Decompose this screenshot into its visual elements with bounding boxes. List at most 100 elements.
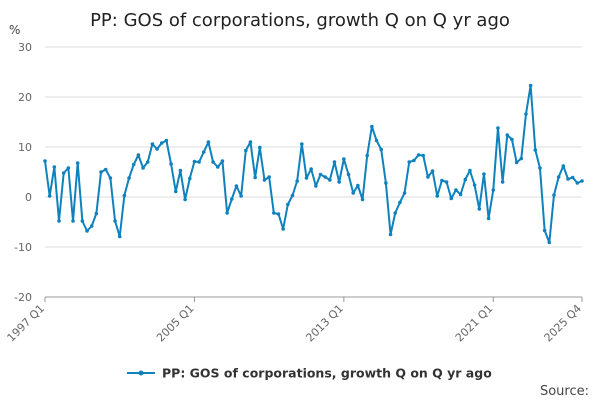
data-point[interactable] bbox=[43, 159, 47, 163]
data-point[interactable] bbox=[323, 175, 327, 179]
data-point[interactable] bbox=[187, 176, 192, 181]
data-point[interactable] bbox=[66, 166, 71, 170]
data-point[interactable] bbox=[416, 153, 421, 157]
data-point[interactable] bbox=[393, 211, 398, 215]
data-point[interactable] bbox=[519, 156, 524, 161]
data-point[interactable] bbox=[94, 211, 99, 216]
data-point[interactable] bbox=[243, 148, 248, 153]
data-point[interactable] bbox=[360, 197, 365, 202]
data-point[interactable] bbox=[220, 159, 225, 163]
data-point[interactable] bbox=[351, 191, 355, 195]
data-point[interactable] bbox=[113, 219, 117, 223]
data-point[interactable] bbox=[570, 175, 575, 180]
data-point[interactable] bbox=[421, 153, 426, 158]
data-point[interactable] bbox=[173, 189, 178, 194]
data-point[interactable] bbox=[430, 169, 435, 173]
data-point[interactable] bbox=[192, 159, 197, 164]
data-point[interactable] bbox=[52, 165, 57, 169]
data-point[interactable] bbox=[458, 192, 463, 197]
data-point[interactable] bbox=[155, 147, 159, 151]
data-point[interactable] bbox=[239, 194, 243, 198]
data-point[interactable] bbox=[463, 177, 468, 182]
data-point[interactable] bbox=[440, 178, 444, 183]
data-point[interactable] bbox=[500, 180, 505, 184]
data-point[interactable] bbox=[281, 227, 285, 231]
data-point[interactable] bbox=[533, 148, 538, 152]
data-point[interactable] bbox=[99, 170, 103, 174]
data-point[interactable] bbox=[253, 175, 257, 180]
data-point[interactable] bbox=[561, 164, 566, 168]
data-point[interactable] bbox=[117, 234, 122, 239]
data-point[interactable] bbox=[122, 193, 127, 198]
data-point[interactable] bbox=[580, 179, 584, 183]
data-point[interactable] bbox=[85, 229, 89, 233]
data-point[interactable] bbox=[528, 83, 533, 88]
data-point[interactable] bbox=[80, 219, 85, 223]
data-point[interactable] bbox=[272, 211, 276, 215]
data-point[interactable] bbox=[136, 153, 141, 157]
data-point[interactable] bbox=[379, 147, 384, 152]
data-point[interactable] bbox=[407, 160, 412, 164]
data-point[interactable] bbox=[454, 188, 458, 192]
data-point[interactable] bbox=[61, 171, 66, 175]
data-point[interactable] bbox=[75, 161, 80, 165]
data-point[interactable] bbox=[542, 228, 547, 233]
data-point[interactable] bbox=[304, 176, 309, 180]
data-point[interactable] bbox=[332, 160, 337, 164]
data-point[interactable] bbox=[370, 124, 374, 129]
data-point[interactable] bbox=[229, 197, 234, 201]
data-point[interactable] bbox=[575, 181, 580, 185]
data-point[interactable] bbox=[398, 200, 402, 205]
data-point[interactable] bbox=[538, 166, 542, 170]
data-point[interactable] bbox=[477, 207, 482, 211]
data-point[interactable] bbox=[388, 232, 393, 237]
data-point[interactable] bbox=[496, 126, 500, 130]
data-point[interactable] bbox=[215, 165, 220, 169]
data-point[interactable] bbox=[402, 191, 407, 195]
data-point[interactable] bbox=[491, 188, 496, 192]
data-point[interactable] bbox=[164, 138, 169, 143]
data-point[interactable] bbox=[295, 179, 299, 183]
data-point[interactable] bbox=[472, 183, 477, 187]
data-point[interactable] bbox=[169, 162, 173, 166]
data-point[interactable] bbox=[505, 133, 510, 137]
data-point[interactable] bbox=[258, 145, 262, 150]
data-point[interactable] bbox=[183, 197, 187, 202]
data-point[interactable] bbox=[309, 167, 313, 171]
data-point[interactable] bbox=[510, 137, 514, 142]
data-point[interactable] bbox=[225, 211, 229, 215]
data-point[interactable] bbox=[211, 160, 215, 164]
data-point[interactable] bbox=[300, 142, 304, 146]
data-point[interactable] bbox=[556, 175, 561, 179]
legend[interactable]: PP: GOS of corporations, growth Q on Q y… bbox=[127, 366, 492, 381]
data-point[interactable] bbox=[346, 172, 351, 177]
data-point[interactable] bbox=[365, 153, 370, 158]
data-point[interactable] bbox=[468, 168, 472, 173]
data-point[interactable] bbox=[449, 196, 454, 201]
data-point[interactable] bbox=[89, 224, 94, 228]
data-point[interactable] bbox=[426, 175, 430, 179]
data-point[interactable] bbox=[314, 184, 318, 188]
data-point[interactable] bbox=[262, 178, 267, 182]
data-point[interactable] bbox=[201, 150, 206, 154]
data-point[interactable] bbox=[197, 160, 201, 164]
data-point[interactable] bbox=[524, 112, 528, 116]
data-point[interactable] bbox=[412, 158, 416, 163]
data-point[interactable] bbox=[384, 181, 388, 185]
data-point[interactable] bbox=[374, 138, 379, 143]
data-point[interactable] bbox=[206, 140, 211, 144]
data-point[interactable] bbox=[290, 193, 295, 198]
data-point[interactable] bbox=[435, 194, 440, 198]
data-point[interactable] bbox=[286, 202, 290, 207]
data-point[interactable] bbox=[47, 194, 52, 198]
data-point[interactable] bbox=[267, 175, 271, 179]
data-point[interactable] bbox=[127, 176, 131, 180]
data-point[interactable] bbox=[159, 141, 164, 145]
data-point[interactable] bbox=[356, 183, 360, 188]
data-point[interactable] bbox=[71, 219, 75, 223]
data-point[interactable] bbox=[145, 160, 150, 164]
data-point[interactable] bbox=[103, 167, 108, 172]
data-point[interactable] bbox=[248, 140, 253, 144]
data-point[interactable] bbox=[108, 176, 113, 180]
data-point[interactable] bbox=[150, 142, 155, 146]
